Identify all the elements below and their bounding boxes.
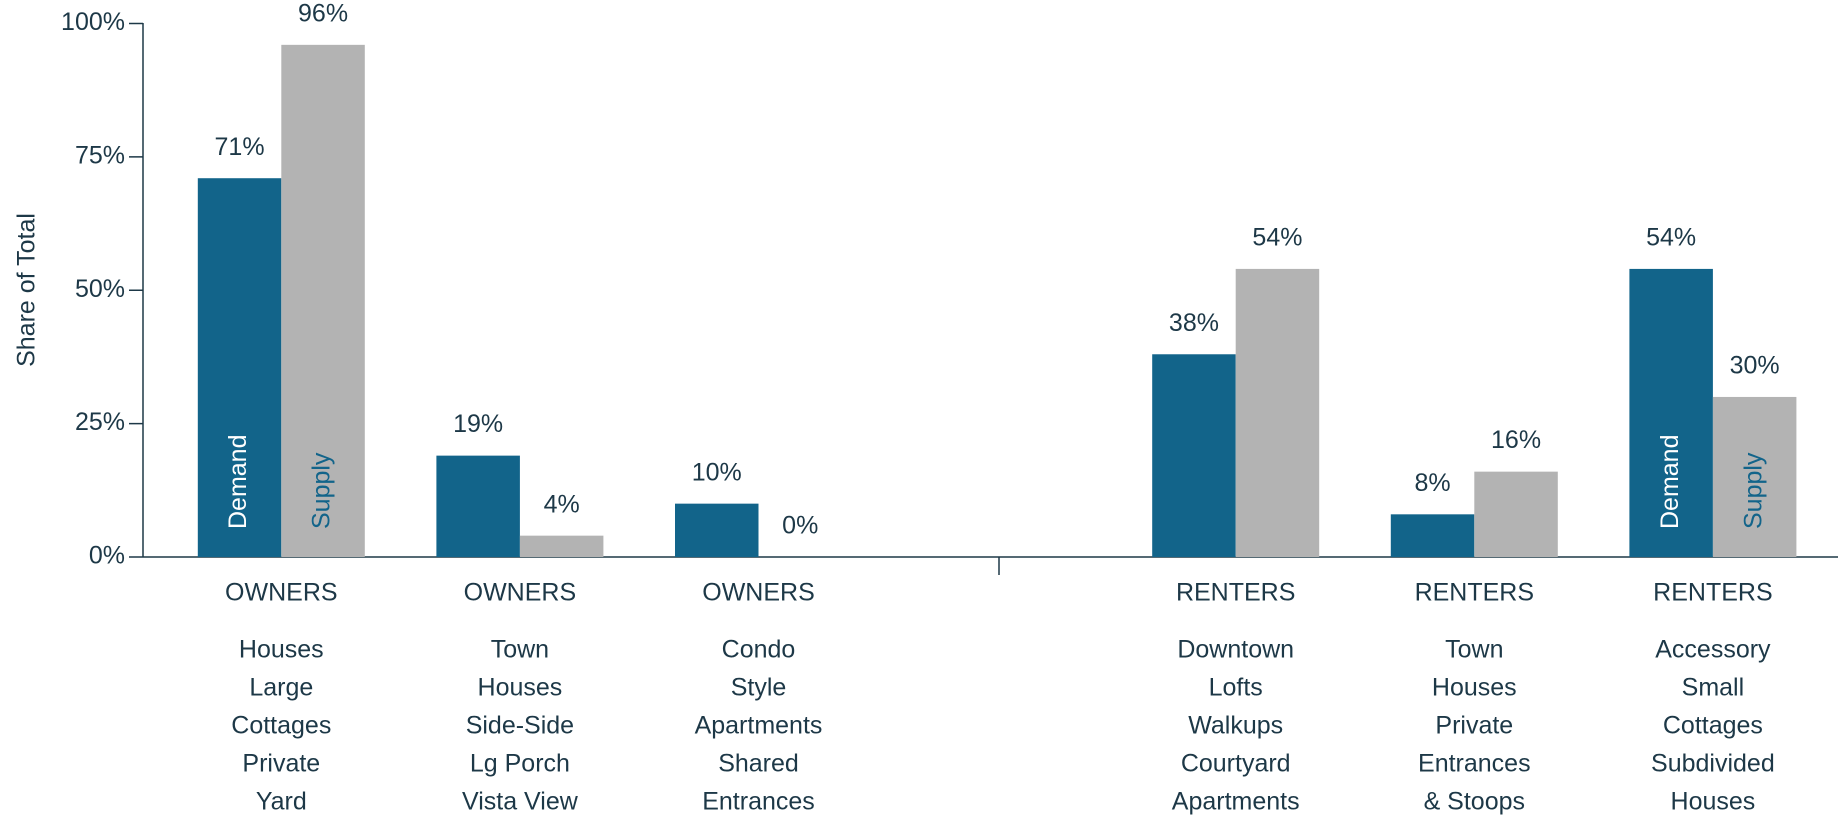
bar [519, 535, 604, 557]
category-description: Lg Porch [470, 750, 570, 778]
bar [1712, 396, 1797, 557]
value-label: 10% [692, 458, 742, 486]
category-description: Large [249, 674, 313, 702]
category-description: Downtown [1177, 636, 1294, 664]
x-tick-label: OWNERS [702, 579, 815, 607]
value-label: 0% [782, 512, 818, 540]
bar [436, 455, 520, 557]
bar [1390, 514, 1475, 557]
y-tick-label: 50% [75, 275, 125, 303]
value-label: 4% [544, 490, 580, 518]
category-description: Subdivided [1651, 750, 1775, 778]
series-label: Supply [1739, 452, 1767, 529]
bar [675, 503, 759, 557]
category-description: Apartments [695, 712, 823, 740]
category-description: Private [1435, 712, 1513, 740]
category-description: Houses [239, 636, 324, 664]
category-description: Condo [722, 636, 796, 664]
series-label: Supply [308, 452, 336, 529]
value-label: 54% [1646, 224, 1696, 252]
category-description: Style [731, 674, 787, 702]
x-tick-label: OWNERS [225, 579, 338, 607]
category-description: Cottages [231, 712, 331, 740]
category-description: Shared [718, 750, 799, 778]
category-description: Cottages [1663, 712, 1763, 740]
value-label: 96% [298, 0, 348, 27]
category-description: Side-Side [466, 712, 574, 740]
category-description: Town [491, 636, 549, 664]
category-description: & Stoops [1424, 788, 1525, 816]
value-label: 16% [1491, 426, 1541, 454]
x-tick-label: RENTERS [1415, 579, 1534, 607]
category-description: Yard [256, 788, 307, 816]
value-label: 8% [1414, 469, 1450, 497]
x-tick-label: RENTERS [1653, 579, 1772, 607]
bar [1152, 354, 1236, 557]
value-label: 38% [1169, 309, 1219, 337]
y-tick-label: 100% [61, 8, 125, 36]
category-description: Lofts [1209, 674, 1263, 702]
bar [281, 44, 365, 557]
category-description: Entrances [1418, 750, 1531, 778]
y-axis-title: Share of Total [13, 213, 41, 367]
y-tick-label: 0% [89, 542, 125, 570]
category-description: Houses [1432, 674, 1517, 702]
category-description: Courtyard [1181, 750, 1291, 778]
x-tick-label: OWNERS [464, 579, 577, 607]
y-tick-label: 75% [75, 141, 125, 169]
category-description: Vista View [462, 788, 579, 816]
series-label: Demand [1656, 435, 1684, 530]
category-description: Houses [478, 674, 563, 702]
bar [1474, 471, 1558, 557]
category-description: Private [242, 750, 320, 778]
bar [197, 178, 282, 557]
y-tick-label: 25% [75, 408, 125, 436]
x-tick-label: RENTERS [1176, 579, 1295, 607]
value-label: 30% [1730, 352, 1780, 380]
category-description: Walkups [1188, 712, 1283, 740]
value-label: 19% [453, 410, 503, 438]
bar [1629, 268, 1713, 557]
bar [1235, 268, 1320, 557]
category-description: Town [1445, 636, 1503, 664]
series-label: Demand [224, 435, 252, 530]
category-description: Entrances [702, 788, 815, 816]
value-label: 71% [215, 133, 265, 161]
category-description: Small [1682, 674, 1745, 702]
category-description: Apartments [1172, 788, 1300, 816]
category-description: Houses [1671, 788, 1756, 816]
category-description: Accessory [1655, 636, 1771, 664]
value-label: 54% [1252, 224, 1302, 252]
